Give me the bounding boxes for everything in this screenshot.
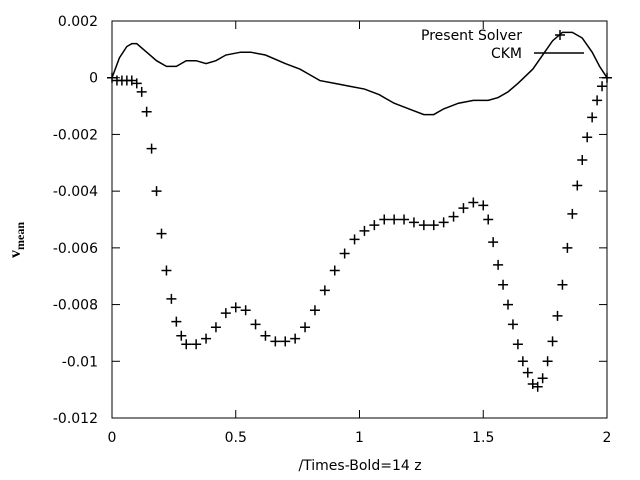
point	[136, 86, 147, 97]
point	[552, 310, 563, 321]
point	[369, 220, 380, 231]
x-axis-label: /Times-Bold=14 z	[298, 458, 421, 474]
point	[418, 220, 429, 231]
y-tick-label: 0.002	[58, 14, 98, 30]
point	[270, 336, 281, 347]
y-axis-label: vmean	[7, 222, 27, 258]
point	[161, 265, 172, 276]
point	[572, 180, 583, 191]
point	[240, 305, 251, 316]
point	[468, 197, 479, 208]
point	[319, 285, 330, 296]
line	[111, 31, 608, 116]
y-axis-label-subscript: mean	[13, 222, 27, 250]
point	[280, 336, 291, 347]
legend-label: Present Solver	[421, 28, 522, 44]
point	[210, 322, 221, 333]
point	[260, 330, 271, 341]
y-tick-label: -0.012	[53, 411, 98, 427]
point	[557, 279, 568, 290]
point	[141, 106, 152, 117]
y-tick-label: -0.006	[53, 241, 98, 257]
point	[131, 78, 142, 89]
point	[300, 322, 311, 333]
y-tick-label: 0	[89, 71, 98, 87]
point	[428, 220, 439, 231]
point	[309, 305, 320, 316]
point	[349, 234, 360, 245]
point	[151, 186, 162, 197]
y-tick-label: -0.004	[53, 184, 98, 200]
legend-label: CKM	[491, 46, 522, 62]
point	[503, 299, 513, 310]
point	[290, 333, 301, 344]
point	[582, 132, 593, 143]
point	[171, 316, 182, 327]
point	[438, 217, 449, 228]
legend-marker	[555, 30, 565, 40]
plot-frame	[111, 20, 608, 419]
x-tick-label: 1	[355, 430, 364, 446]
point	[478, 200, 489, 211]
point	[339, 248, 350, 259]
point	[146, 143, 157, 154]
point	[532, 381, 543, 392]
point	[230, 302, 241, 313]
point	[498, 279, 509, 290]
point	[191, 339, 202, 350]
point	[493, 259, 504, 270]
point	[512, 339, 523, 350]
point	[329, 265, 340, 276]
point	[408, 217, 419, 228]
y-tick-label: -0.002	[53, 127, 98, 143]
point	[389, 214, 400, 225]
point	[220, 308, 231, 319]
point	[597, 81, 608, 92]
point	[156, 228, 167, 239]
point	[507, 319, 518, 330]
point	[359, 225, 370, 236]
point	[587, 112, 598, 123]
point	[567, 208, 578, 219]
point	[517, 356, 528, 367]
point	[547, 336, 558, 347]
point	[379, 214, 390, 225]
point	[458, 203, 469, 214]
point	[542, 356, 553, 367]
point	[201, 333, 212, 344]
point	[592, 95, 603, 106]
point	[166, 293, 177, 304]
point	[399, 214, 410, 225]
point	[602, 72, 612, 83]
point	[537, 373, 548, 384]
point	[522, 367, 533, 378]
x-tick-label: 0.5	[225, 430, 247, 446]
point	[448, 211, 459, 222]
point	[250, 319, 261, 330]
x-tick-label: 0	[108, 430, 117, 446]
point	[562, 242, 573, 253]
y-axis-label-main: v	[7, 250, 24, 258]
x-tick-label: 1.5	[472, 430, 494, 446]
point	[577, 154, 588, 165]
point	[176, 330, 187, 341]
y-tick-label: -0.01	[62, 354, 98, 370]
point	[483, 214, 494, 225]
point	[488, 237, 499, 248]
x-tick-label: 2	[603, 430, 612, 446]
point	[181, 339, 192, 350]
y-tick-label: -0.008	[53, 298, 98, 314]
